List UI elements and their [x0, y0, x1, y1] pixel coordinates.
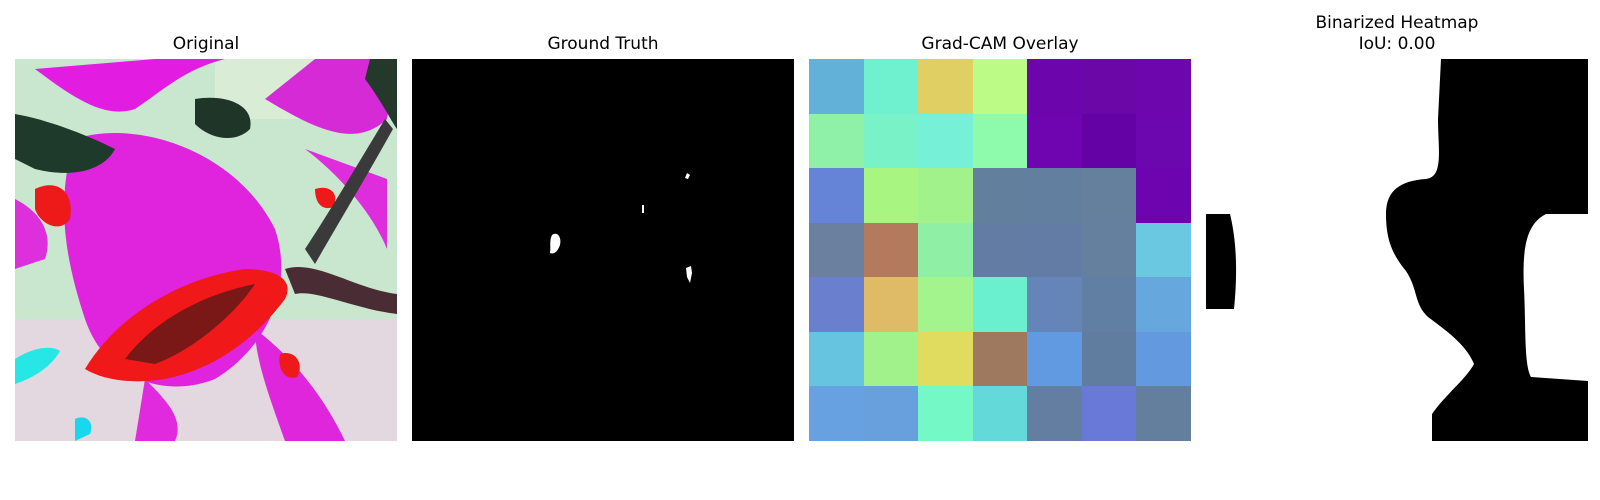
- heatmap-cell: [864, 168, 918, 223]
- heatmap-cell: [1027, 386, 1082, 441]
- heatmap-cell: [809, 277, 864, 332]
- heatmap-cell: [864, 332, 918, 386]
- gradcam-overlay: [809, 59, 1191, 441]
- heatmap-cell: [973, 168, 1027, 223]
- binarized-title: Binarized Heatmap IoU: 0.00: [1206, 13, 1588, 55]
- binarized-title-line1: Binarized Heatmap: [1206, 13, 1588, 34]
- heatmap-cell: [1082, 332, 1136, 386]
- heatmap-cell: [1136, 277, 1191, 332]
- heatmap-cell: [1027, 332, 1082, 386]
- ground-truth-mask: [412, 59, 794, 441]
- heatmap-cell: [973, 277, 1027, 332]
- heatmap-cell: [918, 277, 973, 332]
- heatmap-cell: [1136, 168, 1191, 223]
- gradcam-title: Grad-CAM Overlay: [809, 34, 1191, 55]
- heatmap-cell: [1082, 223, 1136, 277]
- heatmap-cell: [864, 114, 918, 168]
- heatmap-cell: [864, 386, 918, 441]
- heatmap-cell: [973, 114, 1027, 168]
- heatmap-cell: [1082, 386, 1136, 441]
- heatmap-cell: [809, 59, 864, 114]
- heatmap-cell: [1136, 59, 1191, 114]
- original-image: [15, 59, 397, 441]
- heatmap-cell: [973, 332, 1027, 386]
- heatmap-cell: [809, 168, 864, 223]
- heatmap-cell: [973, 386, 1027, 441]
- ground-truth-title: Ground Truth: [412, 34, 794, 55]
- heatmap-cell: [1136, 332, 1191, 386]
- heatmap-cell: [809, 114, 864, 168]
- iou-label: IoU: 0.00: [1206, 34, 1588, 55]
- heatmap-cell: [918, 59, 973, 114]
- heatmap-cell: [1082, 59, 1136, 114]
- heatmap-cell: [1136, 114, 1191, 168]
- original-title: Original: [15, 34, 397, 55]
- heatmap-cell: [1136, 386, 1191, 441]
- heatmap-cell: [864, 59, 918, 114]
- heatmap-cell: [864, 223, 918, 277]
- heatmap-cell: [864, 277, 918, 332]
- heatmap-cell: [1027, 114, 1082, 168]
- heatmap-cell: [918, 386, 973, 441]
- heatmap-cell: [1136, 223, 1191, 277]
- heatmap-cell: [809, 332, 864, 386]
- heatmap-cell: [918, 114, 973, 168]
- heatmap-cell: [1027, 277, 1082, 332]
- heatmap-cell: [1082, 114, 1136, 168]
- heatmap-cell: [1082, 168, 1136, 223]
- heatmap-cell: [1027, 223, 1082, 277]
- heatmap-cell: [809, 223, 864, 277]
- heatmap-cell: [973, 223, 1027, 277]
- heatmap-cell: [918, 168, 973, 223]
- heatmap-cell: [1082, 277, 1136, 332]
- heatmap-cell: [1027, 168, 1082, 223]
- heatmap-cell: [973, 59, 1027, 114]
- heatmap-cell: [809, 386, 864, 441]
- heatmap-cell: [918, 332, 973, 386]
- heatmap-cell: [918, 223, 973, 277]
- binarized-heatmap: [1206, 59, 1588, 441]
- heatmap-cell: [1027, 59, 1082, 114]
